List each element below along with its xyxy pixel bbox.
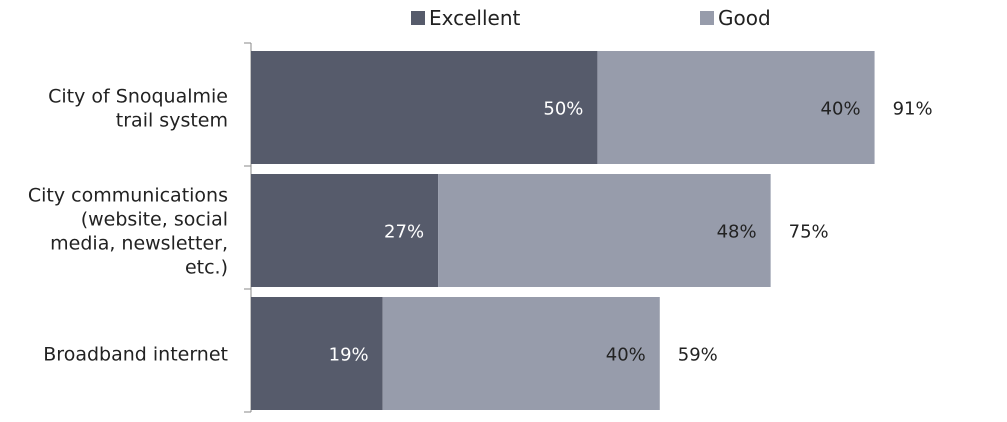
category-label: City of Snoqualmie trail system	[48, 86, 228, 132]
bar-segment-good	[597, 51, 875, 164]
bar-segment-good	[382, 297, 660, 410]
category-label-line: trail system	[116, 110, 228, 132]
category-label-line: (website, social	[81, 209, 228, 231]
category-label-line: media, newsletter,	[50, 233, 228, 255]
segment-value-label: 50%	[543, 99, 583, 120]
category-label-line: Broadband internet	[43, 344, 228, 366]
category-label-line: City communications	[28, 185, 228, 207]
legend: Excellent Good	[411, 6, 771, 30]
segment-value-label: 19%	[329, 345, 369, 366]
segment-value-label: 27%	[384, 222, 424, 243]
bars	[251, 51, 875, 410]
category-label: City communications (website, social media…	[28, 185, 228, 279]
bar-segment-excellent	[251, 297, 383, 410]
category-axis	[244, 42, 252, 413]
category-label-line: etc.)	[185, 257, 228, 279]
legend-label-0: Excellent	[429, 6, 521, 30]
segment-value-label: 48%	[717, 222, 757, 243]
legend-swatch-1	[700, 11, 714, 25]
category-label: Broadband internet	[43, 344, 228, 366]
legend-label-1: Good	[718, 6, 771, 30]
bar-segment-excellent	[251, 174, 439, 287]
bar-segment-good	[438, 174, 771, 287]
labels: City of Snoqualmie trail system 50% 40% 91% C…	[28, 86, 933, 366]
total-value-label: 91%	[893, 99, 933, 120]
category-label-line: City of Snoqualmie	[48, 86, 228, 108]
total-value-label: 59%	[678, 345, 718, 366]
segment-value-label: 40%	[606, 345, 646, 366]
legend-swatch-0	[411, 11, 425, 25]
total-value-label: 75%	[789, 222, 829, 243]
segment-value-label: 40%	[821, 99, 861, 120]
bar-segment-excellent	[251, 51, 598, 164]
